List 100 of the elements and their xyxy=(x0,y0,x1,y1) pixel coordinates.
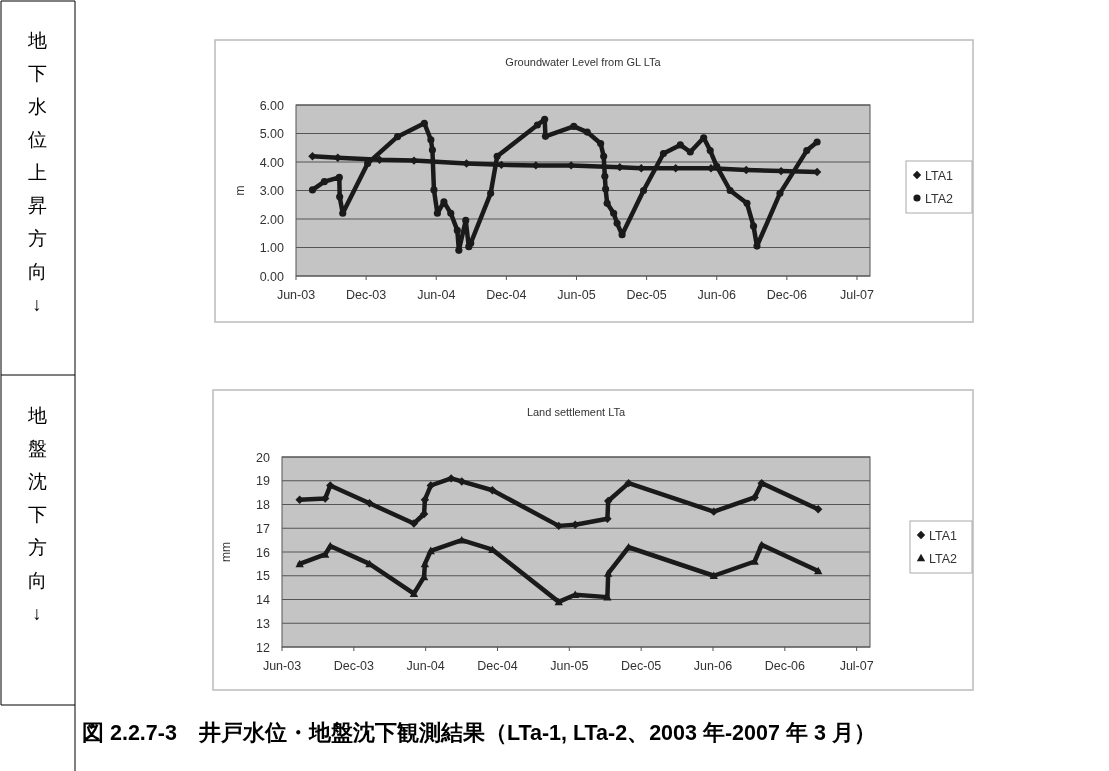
x-tick-label: Jun-05 xyxy=(550,659,589,673)
y-tick-label: 1.00 xyxy=(259,241,285,255)
point xyxy=(457,477,466,486)
chart-title: Groundwater Level from GL LTa xyxy=(505,56,662,68)
y-tick-label: 18 xyxy=(256,498,271,512)
point xyxy=(365,499,374,508)
point xyxy=(597,139,605,148)
legend-label: LTA2 xyxy=(929,551,958,566)
y-tick-label: 15 xyxy=(256,569,271,584)
point xyxy=(613,219,621,227)
point xyxy=(433,209,441,217)
point xyxy=(776,189,784,197)
point xyxy=(743,199,751,207)
x-tick-label: Dec-03 xyxy=(333,659,375,673)
y-axis-title: mm xyxy=(219,542,233,562)
x-tick-label: Dec-04 xyxy=(477,659,518,673)
y-tick-label: 16 xyxy=(256,545,271,560)
x-tick-label: Dec-06 xyxy=(764,659,806,673)
y-tick-label: 6.00 xyxy=(259,98,285,113)
point xyxy=(462,216,470,224)
x-tick-label: Dec-06 xyxy=(766,288,808,302)
y-tick-label: 13 xyxy=(256,616,271,631)
point xyxy=(750,493,759,502)
point xyxy=(426,481,435,490)
legend-label: LTA1 xyxy=(925,168,954,183)
x-tick-label: Jun-05 xyxy=(557,288,596,302)
point xyxy=(541,115,549,123)
x-tick-label: Jul-07 xyxy=(839,659,874,673)
point xyxy=(603,199,611,207)
x-tick-label: Dec-03 xyxy=(345,288,387,302)
point xyxy=(427,136,435,144)
x-tick-label: Jun-04 xyxy=(417,288,456,302)
point xyxy=(493,152,501,160)
point xyxy=(709,507,718,516)
chart-title: Land settlement LTa xyxy=(526,406,627,418)
point xyxy=(706,147,714,155)
x-tick-label: Jun-04 xyxy=(406,659,445,673)
point xyxy=(600,152,608,160)
caption: 図 2.2.7-3 井戸水位・地盤沈下観測結果（LTa-1, LTa-2、2003 年-2007 年 3 月） xyxy=(82,721,876,745)
point xyxy=(709,571,718,580)
point xyxy=(570,122,578,130)
x-tick-label: Dec-05 xyxy=(626,288,667,302)
point xyxy=(639,186,648,195)
y-tick-label: 2.00 xyxy=(259,212,285,227)
point xyxy=(455,246,463,254)
point xyxy=(326,481,335,490)
point xyxy=(488,486,497,495)
point xyxy=(336,193,344,201)
point xyxy=(753,242,761,250)
legend-label: LTA2 xyxy=(925,191,954,206)
y-tick-label: 3.00 xyxy=(259,184,285,198)
text: 地盤沈下方向 ↓ xyxy=(26,404,48,626)
x-tick-label: Jun-03 xyxy=(276,288,316,302)
x-tick-label: Dec-04 xyxy=(486,288,527,302)
point xyxy=(749,222,758,230)
point xyxy=(308,186,317,194)
y-tick-label: 17 xyxy=(256,521,271,536)
point xyxy=(453,226,461,234)
point xyxy=(393,133,402,141)
y-tick-label: 0.00 xyxy=(259,269,285,284)
point xyxy=(335,173,343,181)
y-tick-label: 19 xyxy=(256,474,271,489)
point xyxy=(603,569,613,577)
y-tick-label: 14 xyxy=(256,593,271,607)
y-tick-label: 5.00 xyxy=(259,127,285,141)
point xyxy=(757,478,766,488)
point xyxy=(554,521,563,531)
point xyxy=(447,209,455,217)
point xyxy=(583,128,591,136)
point xyxy=(813,138,821,146)
point xyxy=(757,540,766,549)
y-tick-label: 12 xyxy=(256,640,271,655)
point xyxy=(409,519,419,528)
point xyxy=(426,546,435,555)
point xyxy=(803,147,811,155)
point xyxy=(420,119,428,127)
point xyxy=(554,597,563,606)
point xyxy=(487,189,495,197)
point xyxy=(813,566,823,575)
point xyxy=(320,178,328,186)
y-axis-title: m xyxy=(233,185,247,196)
point xyxy=(676,141,684,149)
x-tick-label: Jul-07 xyxy=(839,288,875,302)
point xyxy=(624,478,633,488)
point xyxy=(409,589,419,597)
point xyxy=(428,146,436,154)
point xyxy=(813,505,823,514)
x-tick-label: Jun-06 xyxy=(693,659,733,673)
point xyxy=(430,186,438,194)
x-tick-label: Jun-03 xyxy=(262,659,302,673)
point xyxy=(610,209,618,217)
y-tick-label: 20 xyxy=(256,450,271,465)
text: 地下水位上昇方向 ↓ xyxy=(27,30,47,315)
point xyxy=(602,185,610,193)
x-tick-label: Jun-06 xyxy=(697,288,736,302)
x-tick-label: Dec-05 xyxy=(621,659,662,673)
point xyxy=(533,121,541,129)
point xyxy=(659,149,668,158)
point xyxy=(726,186,734,195)
point xyxy=(686,148,694,156)
